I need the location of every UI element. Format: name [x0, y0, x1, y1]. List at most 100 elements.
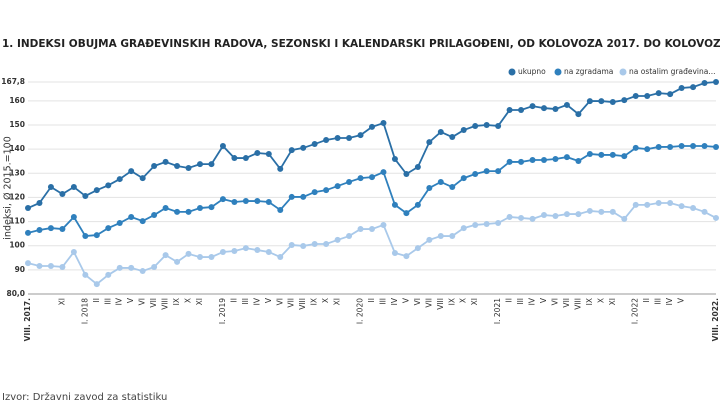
- data-point: [59, 191, 66, 198]
- data-point: [151, 163, 158, 170]
- data-point: [208, 254, 215, 261]
- data-point: [231, 199, 238, 206]
- data-point: [139, 175, 146, 182]
- legend-marker: [619, 68, 627, 76]
- data-point: [346, 135, 353, 142]
- x-tick-label: IX: [310, 298, 319, 305]
- data-point: [414, 245, 421, 252]
- x-tick-label: VIII: [161, 298, 170, 310]
- data-point: [162, 252, 169, 259]
- data-point: [437, 128, 444, 135]
- data-point: [655, 90, 662, 97]
- data-point: [552, 156, 559, 163]
- data-point: [483, 220, 490, 227]
- data-point: [621, 153, 628, 160]
- data-point: [644, 93, 651, 100]
- data-point: [701, 142, 708, 149]
- data-point: [678, 85, 685, 92]
- y-tick-label: 120: [9, 192, 25, 201]
- legend-label: ukupno: [518, 67, 546, 76]
- data-point: [25, 260, 31, 267]
- data-point: [357, 226, 364, 233]
- data-point: [231, 155, 238, 162]
- data-point: [518, 158, 525, 165]
- y-tick-label: 100: [9, 241, 25, 250]
- data-point: [472, 170, 479, 177]
- data-point: [483, 121, 490, 128]
- y-tick-label: 167,8: [1, 77, 25, 86]
- data-point: [242, 245, 249, 252]
- data-point: [632, 201, 639, 208]
- data-point: [472, 122, 479, 129]
- data-point: [93, 187, 100, 194]
- data-point: [644, 146, 651, 153]
- data-point: [346, 178, 353, 185]
- x-tick-label: VIII: [436, 298, 445, 310]
- x-tick-label: VI: [138, 298, 147, 305]
- x-tick-label: V: [401, 297, 410, 303]
- data-point: [563, 101, 570, 108]
- data-point: [449, 233, 456, 240]
- x-tick-label: II: [367, 298, 376, 302]
- data-point: [47, 225, 54, 232]
- data-point: [575, 111, 582, 118]
- x-tick-label: IV: [252, 297, 261, 305]
- data-point: [506, 213, 513, 220]
- data-point: [254, 149, 261, 156]
- data-point: [174, 208, 181, 215]
- data-point: [288, 241, 295, 248]
- data-point: [47, 184, 54, 191]
- data-point: [128, 213, 135, 220]
- data-point: [541, 156, 547, 163]
- data-point: [644, 201, 651, 208]
- legend-label: na ostalim građevina...: [629, 67, 715, 76]
- x-tick-label: V: [126, 297, 135, 303]
- x-tick-label: IX: [447, 298, 456, 305]
- data-point: [369, 174, 375, 181]
- data-point: [116, 264, 123, 271]
- data-point: [105, 225, 112, 232]
- data-point: [369, 123, 375, 130]
- data-point: [426, 139, 433, 146]
- data-point: [139, 268, 146, 275]
- data-point: [128, 168, 135, 175]
- legend-marker: [508, 68, 516, 76]
- data-point: [460, 127, 467, 134]
- x-tick-label: VI: [550, 298, 559, 305]
- data-point: [552, 213, 559, 220]
- x-tick-label: X: [596, 298, 605, 303]
- x-tick-label: III: [378, 298, 387, 305]
- data-point: [323, 187, 330, 194]
- data-point: [105, 182, 112, 189]
- y-tick-label: 150: [9, 120, 25, 129]
- data-point: [357, 132, 364, 139]
- data-point: [529, 103, 536, 110]
- data-point: [311, 241, 318, 248]
- y-tick-label: 140: [9, 144, 25, 153]
- data-point: [414, 201, 421, 208]
- data-point: [563, 211, 570, 218]
- data-point: [185, 164, 192, 171]
- data-point: [162, 205, 169, 212]
- x-tick-label: VIII: [573, 298, 582, 310]
- x-tick-label: X: [459, 298, 468, 303]
- data-point: [655, 143, 662, 150]
- data-point: [36, 262, 43, 269]
- data-point: [369, 226, 375, 233]
- data-point: [311, 189, 318, 196]
- x-tick-label: I. 2021: [493, 298, 502, 324]
- data-point: [678, 142, 685, 149]
- x-tick-label: VIII: [298, 298, 307, 310]
- data-point: [552, 106, 559, 113]
- series-line: [27, 145, 717, 237]
- data-point: [632, 144, 639, 151]
- legend-label: na zgradama: [564, 67, 613, 76]
- data-point: [265, 199, 272, 206]
- data-point: [174, 258, 181, 265]
- data-point: [311, 141, 318, 148]
- data-point: [391, 249, 398, 256]
- data-point: [667, 143, 674, 150]
- data-point: [265, 248, 272, 255]
